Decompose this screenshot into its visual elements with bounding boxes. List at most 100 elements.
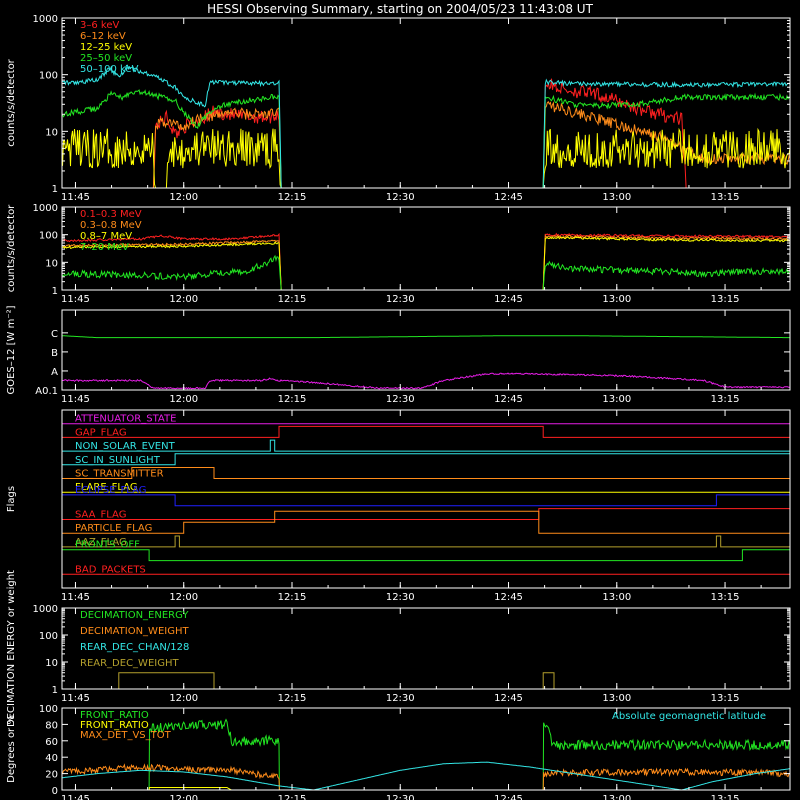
y-tick-label-ratios-5: 100 — [39, 704, 58, 715]
y-tick-label-goes-1: A — [51, 367, 58, 378]
series-line-flags-9 — [62, 535, 790, 548]
flag-label-5: FLARE_FLAG — [75, 482, 138, 493]
x-tick-label-flags-3: 12:30 — [386, 592, 415, 603]
series-line-ratios-3 — [62, 761, 791, 791]
x-tick-label-ratios-5: 13:00 — [602, 794, 631, 800]
panel-frame-decimation — [61, 607, 791, 690]
y-tick-label-highenergy-0: 1 — [52, 286, 58, 297]
legend-entry-lowenergy-1: 6–12 keV — [80, 31, 126, 42]
legend-entry-highenergy-2: 0.8–7 MeV — [80, 231, 132, 242]
series-line-flags-8 — [62, 510, 790, 534]
x-tick-label-goes-0: 11:45 — [61, 394, 90, 405]
y-axis-label-lowenergy: counts/s/detector — [6, 58, 17, 146]
x-tick-label-decimation-1: 12:00 — [169, 693, 198, 704]
legend-entry-ratios-0: FRONT_RATIO — [80, 710, 149, 721]
y-tick-label-decimation-2: 100 — [39, 631, 58, 642]
x-tick-label-decimation-4: 12:45 — [494, 693, 523, 704]
y-tick-label-goes-3: C — [51, 329, 58, 340]
legend-entry-highenergy-3: 7–20 MeV — [80, 242, 129, 253]
y-axis-label-decimation: DECIMATION ENERGY or weight — [6, 570, 17, 727]
x-tick-label-flags-4: 12:45 — [494, 592, 523, 603]
x-tick-label-ratios-0: 11:45 — [61, 794, 90, 800]
series-line-flags-7 — [62, 508, 790, 520]
x-tick-label-goes-4: 12:45 — [494, 394, 523, 405]
flag-label-9: AAZ_FLAG — [75, 537, 127, 548]
panel-frame-highenergy — [61, 206, 791, 291]
y-tick-label-ratios-2: 40 — [45, 753, 58, 764]
legend-entry-ratios-2: MAX_DET_VS_TOT — [80, 730, 172, 741]
x-tick-label-decimation-0: 11:45 — [61, 693, 90, 704]
x-tick-label-flags-2: 12:15 — [278, 592, 307, 603]
legend-entry-lowenergy-2: 12–25 keV — [80, 42, 132, 53]
x-tick-label-ratios-6: 13:15 — [711, 794, 740, 800]
flag-label-4: SC_TRANSMITTER — [75, 469, 164, 480]
x-tick-label-flags-0: 11:45 — [61, 592, 90, 603]
panel-frame-goes — [61, 309, 791, 391]
y-tick-label-lowenergy-3: 1000 — [33, 14, 58, 25]
y-axis-label-goes: GOES–12 [W m⁻²] — [6, 305, 17, 394]
y-tick-label-lowenergy-1: 10 — [45, 127, 58, 138]
y-tick-label-lowenergy-0: 1 — [52, 184, 58, 195]
y-tick-label-goes-0: A0.1 — [35, 386, 58, 397]
panel-frame-lowenergy — [61, 17, 791, 189]
x-tick-label-goes-6: 13:15 — [711, 394, 740, 405]
x-tick-label-highenergy-5: 13:00 — [602, 294, 631, 305]
y-tick-label-highenergy-2: 100 — [39, 231, 58, 242]
series-line-flags-4 — [62, 467, 790, 479]
x-tick-label-lowenergy-1: 12:00 — [169, 192, 198, 203]
legend-entry-decimation-1: DECIMATION_WEIGHT — [80, 626, 189, 637]
flag-label-2: NON_SOLAR_EVENT — [75, 441, 176, 452]
legend-entry-decimation-2: REAR_DEC_CHAN/128 — [80, 642, 189, 653]
y-tick-label-highenergy-3: 1000 — [33, 203, 58, 214]
legend-entry-ratios-1: FRONT_RATIO — [80, 720, 149, 731]
y-axis-label-flags: Flags — [6, 486, 17, 512]
x-tick-label-ratios-2: 12:15 — [278, 794, 307, 800]
x-tick-label-highenergy-6: 13:15 — [711, 294, 740, 305]
panel-lowenergy: 1 10 100 1000 11:45 12:00 12:15 12:30 12:45 13:00… — [6, 14, 791, 203]
x-tick-label-goes-2: 12:15 — [278, 394, 307, 405]
legend-entry-highenergy-0: 0.1–0.3 MeV — [80, 209, 142, 220]
legend-entry-lowenergy-3: 25–50 keV — [80, 53, 132, 64]
chart-title: HESSI Observing Summary, starting on 200… — [207, 2, 593, 16]
x-tick-label-goes-3: 12:30 — [386, 394, 415, 405]
x-tick-label-goes-5: 13:00 — [602, 394, 631, 405]
x-tick-label-decimation-3: 12:30 — [386, 693, 415, 704]
x-tick-label-goes-1: 12:00 — [169, 394, 198, 405]
x-tick-label-flags-1: 12:00 — [169, 592, 198, 603]
flag-label-10: FRONTS_OFF — [75, 540, 140, 551]
panel-frame-flags — [61, 409, 791, 589]
series-line-flags-6 — [62, 494, 790, 507]
annotation-ratios: Absolute geomagnetic latitude — [612, 711, 766, 722]
panel-frame-ratios — [61, 707, 791, 791]
panel-highenergy: 1 10 100 1000 11:45 12:00 12:15 12:30 12:45 13:00… — [6, 203, 791, 305]
x-tick-label-highenergy-1: 12:00 — [169, 294, 198, 305]
y-axis-label-ratios: Degrees or % — [6, 715, 17, 783]
y-tick-label-highenergy-1: 10 — [45, 258, 58, 269]
y-axis-label-highenergy: counts/s/detector — [6, 204, 17, 292]
flag-label-1: GAP_FLAG — [75, 427, 127, 438]
x-tick-label-decimation-6: 13:15 — [711, 693, 740, 704]
x-tick-label-lowenergy-0: 11:45 — [61, 192, 90, 203]
panel-goes: A0.1 ABC 11:45 12:00 12:15 12:30 12:45 13:00 13:… — [6, 305, 791, 405]
flag-label-0: ATTENUATOR_STATE — [75, 414, 176, 425]
x-tick-label-ratios-3: 12:30 — [386, 794, 415, 800]
y-tick-label-ratios-4: 80 — [45, 720, 58, 731]
x-tick-label-highenergy-4: 12:45 — [494, 294, 523, 305]
x-tick-label-lowenergy-4: 12:45 — [494, 192, 523, 203]
x-tick-label-decimation-5: 13:00 — [602, 693, 631, 704]
flag-label-11: BAD_PACKETS — [75, 564, 146, 575]
x-tick-label-ratios-1: 12:00 — [169, 794, 198, 800]
legend-entry-highenergy-1: 0.3–0.8 MeV — [80, 220, 142, 231]
flag-label-3: SC_IN_SUNLIGHT — [75, 455, 161, 466]
series-line-goes-0 — [62, 335, 790, 339]
y-tick-label-decimation-3: 1000 — [33, 604, 58, 615]
y-tick-label-ratios-3: 60 — [45, 737, 58, 748]
y-tick-label-lowenergy-2: 100 — [39, 71, 58, 82]
series-line-flags-10 — [62, 549, 790, 562]
x-tick-label-lowenergy-2: 12:15 — [278, 192, 307, 203]
y-tick-label-ratios-1: 20 — [45, 770, 58, 781]
x-tick-label-lowenergy-6: 13:15 — [711, 192, 740, 203]
x-tick-label-lowenergy-3: 12:30 — [386, 192, 415, 203]
